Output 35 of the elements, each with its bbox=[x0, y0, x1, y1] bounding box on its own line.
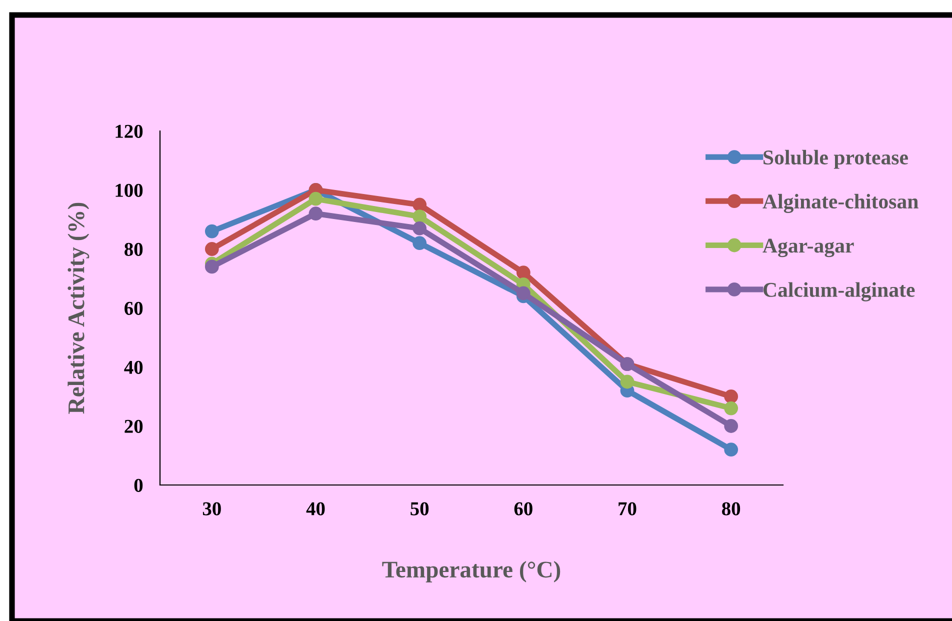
point bbox=[204, 260, 219, 274]
y-tick-label: 120 bbox=[116, 124, 143, 138]
x-axis-title: Temperature (°C) bbox=[382, 560, 560, 582]
point bbox=[516, 286, 530, 300]
x-tick-label: 50 bbox=[410, 502, 429, 516]
point bbox=[308, 206, 323, 221]
point bbox=[308, 192, 323, 206]
y-tick-label: 100 bbox=[116, 184, 143, 197]
point bbox=[724, 401, 738, 416]
y-tick-label: 0 bbox=[134, 478, 143, 492]
y-axis-title: Relative Activity (%) bbox=[68, 202, 90, 414]
x-tick-label: 60 bbox=[514, 502, 532, 516]
point bbox=[412, 210, 427, 224]
point bbox=[516, 266, 530, 280]
point bbox=[620, 374, 634, 389]
point bbox=[204, 224, 219, 238]
point bbox=[724, 419, 738, 433]
legend-label: Alginate-chitosan bbox=[762, 194, 918, 213]
x-tick-label: 40 bbox=[306, 502, 325, 516]
x-tick-label: 80 bbox=[722, 502, 740, 516]
legend-label: Soluble protease bbox=[764, 150, 908, 169]
point bbox=[412, 221, 427, 236]
y-tick-label: 40 bbox=[124, 360, 143, 374]
point bbox=[412, 236, 427, 250]
point bbox=[724, 442, 738, 457]
y-tick-label: 60 bbox=[124, 302, 143, 315]
y-tick-label: 80 bbox=[124, 242, 143, 256]
point bbox=[724, 390, 738, 404]
y-tick-label: 20 bbox=[124, 420, 143, 433]
x-tick-label: 70 bbox=[618, 502, 636, 516]
point bbox=[204, 242, 219, 256]
legend-label: Calcium-alginate bbox=[763, 282, 915, 302]
x-tick-label: 30 bbox=[202, 502, 221, 516]
legend-label: Agar-agar bbox=[762, 238, 854, 258]
point bbox=[412, 198, 427, 212]
